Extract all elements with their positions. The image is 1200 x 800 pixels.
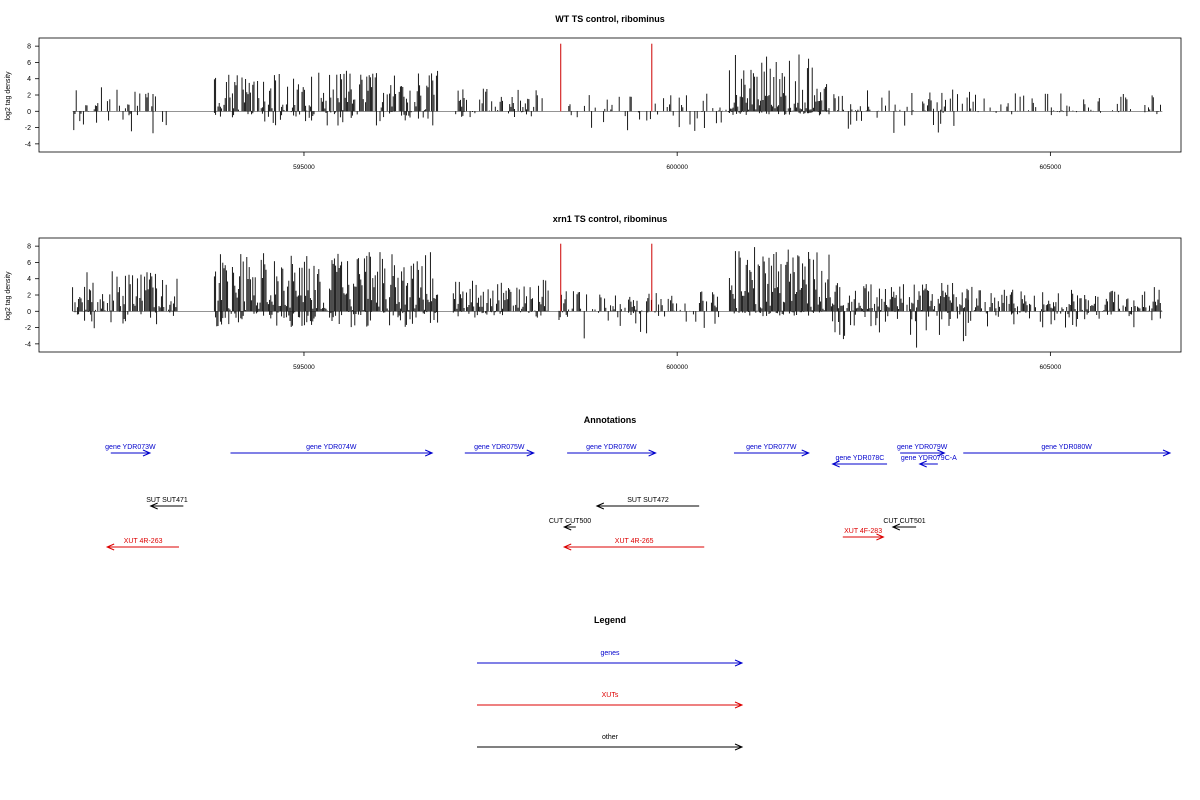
- wt-density-marks: [72, 43, 1163, 134]
- y-tick-label: 2: [27, 293, 31, 300]
- feature-arrow-head: [918, 460, 927, 468]
- wt-density-panel: WT TS control, ribominus log2 tag densit…: [5, 14, 1182, 171]
- feature-label: SUT SUT472: [627, 497, 669, 504]
- feature-arrow-head: [1162, 449, 1172, 457]
- y-tick-label: -4: [25, 341, 31, 348]
- feature-gene-ydr076w: gene YDR076W: [567, 444, 657, 457]
- legend-item-gene: genes: [477, 650, 744, 667]
- feature-gene-ydr078c: gene YDR078C: [831, 455, 888, 468]
- xrn1-panel-title: xrn1 TS control, ribominus: [553, 214, 668, 224]
- legend-item-other: other: [477, 734, 744, 751]
- feature-arrow-head: [562, 523, 572, 531]
- feature-label: gene YDR075W: [474, 444, 525, 451]
- y-tick-label: 8: [27, 44, 31, 51]
- y-tick-label: 2: [27, 93, 31, 100]
- feature-gene-ydr077w: gene YDR077W: [733, 444, 810, 457]
- feature-label: gene YDR080W: [1041, 444, 1092, 451]
- feature-xut-4r-263: XUT 4R-263: [105, 538, 179, 551]
- feature-arrow-head: [831, 460, 840, 468]
- feature-gene-ydr080w: gene YDR080W: [963, 444, 1172, 457]
- y-tick-label: 4: [27, 76, 31, 83]
- xrn1-plot-frame: [38, 237, 1182, 353]
- x-tick-label: 600000: [666, 164, 688, 171]
- legend-title: Legend: [594, 615, 626, 625]
- feature-arrow-head: [149, 502, 158, 510]
- legend-panel: Legend genes XUTs other: [477, 615, 744, 751]
- feature-arrow-head: [595, 502, 605, 510]
- x-tick-label: 605000: [1040, 364, 1062, 371]
- feature-gene-ydr074w: gene YDR074W: [230, 444, 434, 457]
- feature-arrow-head: [424, 449, 434, 457]
- feature-arrow-head: [142, 449, 152, 457]
- feature-label: gene YDR077W: [746, 444, 797, 451]
- feature-sut-sut471: SUT SUT471: [146, 497, 188, 510]
- feature-label: XUT 4R-263: [124, 538, 163, 545]
- feature-gene-ydr079c-a: gene YDR079C-A: [901, 455, 957, 468]
- feature-label: XUT 4R-265: [615, 538, 654, 545]
- feature-arrow-head: [105, 543, 115, 551]
- legend-label: XUTs: [602, 692, 619, 699]
- legend-items: genes XUTs other: [477, 650, 744, 751]
- feature-label: gene YDR073W: [105, 444, 156, 451]
- x-tick-label: 595000: [293, 164, 315, 171]
- annotations-panel: Annotations gene YDR073W gene YDR074W gene…: [105, 415, 1172, 551]
- feature-arrow-head: [562, 543, 572, 551]
- feature-label: gene YDR079W: [897, 444, 948, 451]
- feature-arrow-head: [891, 523, 901, 531]
- y-tick-label: 0: [27, 309, 31, 316]
- x-tick-label: 595000: [293, 364, 315, 371]
- feature-arrow-head: [801, 449, 810, 457]
- y-tick-label: 6: [27, 60, 31, 67]
- y-tick-label: 6: [27, 260, 31, 267]
- feature-arrow-head: [526, 449, 536, 457]
- feature-label: gene YDR079C-A: [901, 455, 957, 462]
- xrn1-axes: -4 -2 0 2 4 6 8 595000 600000 605000: [25, 244, 1062, 371]
- feature-gene-ydr073w: gene YDR073W: [105, 444, 156, 457]
- x-tick-label: 600000: [666, 364, 688, 371]
- wt-panel-title: WT TS control, ribominus: [555, 14, 665, 24]
- x-tick-label: 605000: [1040, 164, 1062, 171]
- feature-arrow-head: [648, 449, 657, 457]
- feature-gene-ydr079w: gene YDR079W: [897, 444, 948, 457]
- legend-label: genes: [600, 650, 620, 657]
- legend-arrow-head: [734, 743, 744, 751]
- wt-axes: -4 -2 0 2 4 6 8 595000 600000 605000: [25, 44, 1062, 171]
- y-tick-label: -2: [25, 325, 31, 332]
- y-tick-label: 4: [27, 276, 31, 283]
- feature-gene-ydr075w: gene YDR075W: [464, 444, 536, 457]
- y-tick-label: -2: [25, 125, 31, 132]
- feature-label: gene YDR074W: [306, 444, 357, 451]
- y-tick-label: -4: [25, 141, 31, 148]
- feature-cut-cut501: CUT CUT501: [883, 518, 926, 531]
- annotations-title: Annotations: [584, 415, 637, 425]
- legend-arrow-head: [734, 659, 744, 667]
- feature-sut-sut472: SUT SUT472: [595, 497, 700, 510]
- feature-label: gene YDR076W: [586, 444, 637, 451]
- legend-arrow-head: [734, 701, 744, 709]
- y-tick-label: 0: [27, 109, 31, 116]
- legend-item-xut: XUTs: [477, 692, 744, 709]
- feature-label: CUT CUT501: [883, 518, 925, 525]
- feature-xut-4r-265: XUT 4R-265: [562, 538, 705, 551]
- feature-track: gene YDR073W gene YDR074W gene YDR075W gene…: [105, 444, 1172, 551]
- feature-label: XUT 4F-283: [844, 528, 882, 535]
- feature-xut-4f-283: XUT 4F-283: [842, 528, 885, 541]
- feature-label: gene YDR078C: [835, 455, 884, 462]
- xrn1-density-marks: [72, 243, 1163, 348]
- feature-arrow-head: [937, 449, 946, 457]
- wt-plot-frame: [38, 37, 1182, 153]
- xrn1-ylabel: log2 tag density: [5, 271, 12, 321]
- feature-label: CUT CUT500: [549, 518, 591, 525]
- feature-label: SUT SUT471: [146, 497, 188, 504]
- y-tick-label: 8: [27, 244, 31, 251]
- feature-arrow-head: [876, 533, 885, 541]
- wt-ylabel: log2 tag density: [5, 71, 12, 121]
- feature-cut-cut500: CUT CUT500: [549, 518, 591, 531]
- xrn1-density-panel: xrn1 TS control, ribominus log2 tag dens…: [5, 214, 1182, 371]
- legend-label: other: [602, 734, 619, 741]
